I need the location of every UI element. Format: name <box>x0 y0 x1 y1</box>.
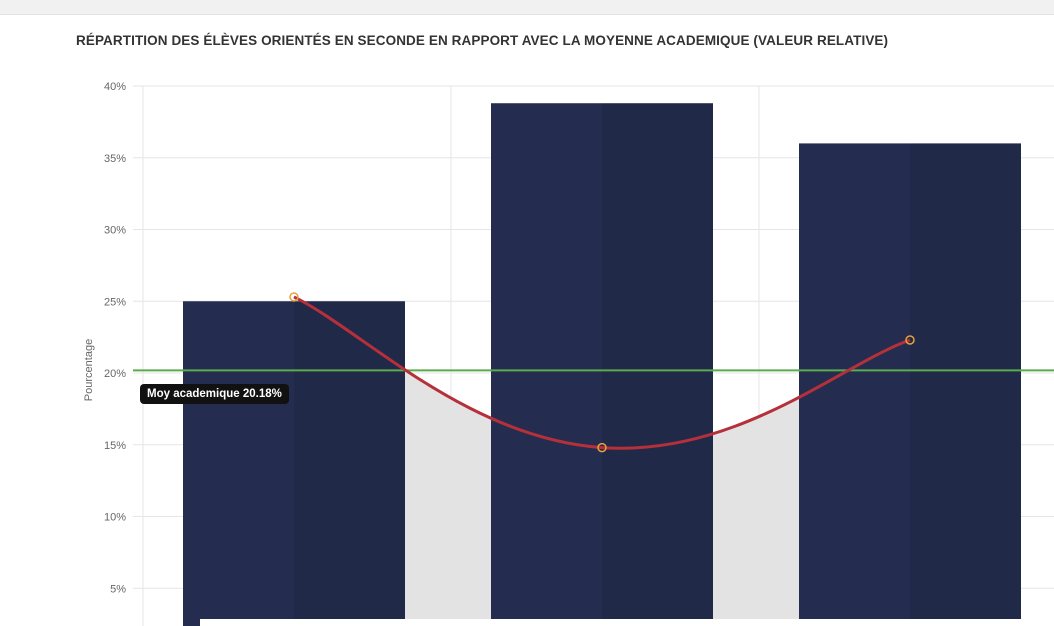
y-tick-label: 15% <box>104 440 126 452</box>
bar-shade <box>294 301 405 626</box>
y-tick-label: 10% <box>104 512 126 524</box>
line-point <box>289 292 299 302</box>
line-point <box>597 442 607 453</box>
y-axis-title: Pourcentage <box>83 339 95 401</box>
reference-line-tooltip: Moy academique 20.18% <box>140 384 289 404</box>
line-series <box>293 295 911 450</box>
bar <box>799 143 1021 626</box>
y-tick-label: 25% <box>104 296 126 308</box>
bar-shade <box>910 143 1021 626</box>
y-tick-label: 30% <box>104 225 126 237</box>
bottom-overlay <box>200 619 1054 626</box>
y-tick-label: 40% <box>104 81 126 93</box>
y-tick-label: 35% <box>104 153 126 165</box>
bar <box>183 301 405 626</box>
bar-shade <box>602 103 713 626</box>
bar-layer <box>183 103 1021 626</box>
y-tick-label: 20% <box>104 368 126 380</box>
top-strip <box>0 0 1054 15</box>
chart-title: RÉPARTITION DES ÉLÈVES ORIENTÉS EN SECON… <box>76 33 889 48</box>
y-tick-label: 5% <box>110 583 126 595</box>
tick-layer: 5% 10% 15% 20% 25% 30% 35% 40% <box>104 81 126 595</box>
line-point <box>905 335 915 345</box>
bar <box>491 103 713 626</box>
line-layer <box>200 292 1054 626</box>
